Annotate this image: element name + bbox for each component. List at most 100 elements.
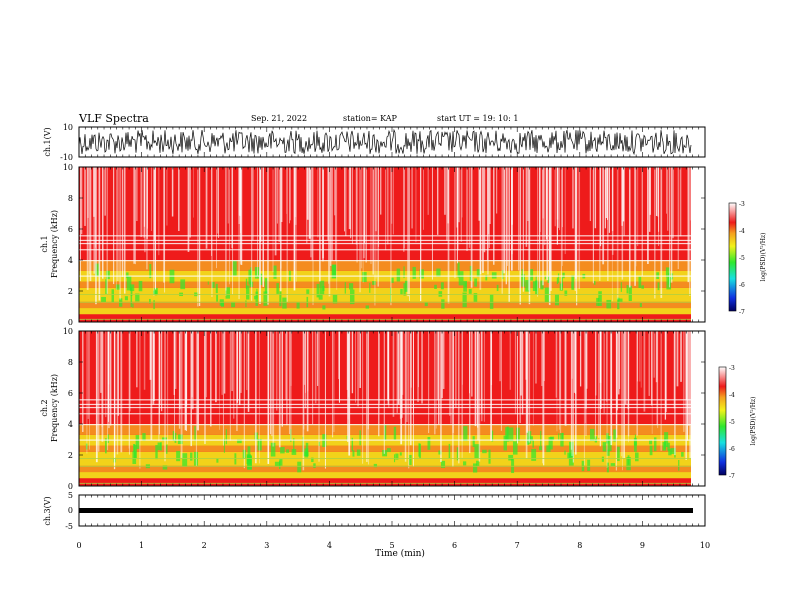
spectrogram-patch	[256, 288, 258, 299]
spectrogram-streak	[611, 167, 613, 302]
spectrogram-patch	[506, 426, 509, 442]
spec-ytick-label: 10	[63, 163, 73, 172]
spectrogram-streak	[164, 167, 166, 293]
spectrogram-patch	[593, 281, 596, 285]
spectrogram-streak	[229, 331, 231, 441]
spectrogram-patch	[373, 463, 378, 468]
spectrogram-streak	[210, 331, 212, 427]
spectrogram-patch	[255, 291, 258, 306]
spectrogram-streak	[347, 331, 349, 442]
colorbar-tick-label: -5	[729, 419, 735, 426]
spectrogram-patch	[438, 291, 443, 297]
spectrogram-streak	[666, 167, 667, 214]
spectrogram-streak	[391, 167, 393, 224]
spectrogram-patch	[346, 435, 348, 441]
spectrogram-streak	[128, 331, 130, 455]
spectrogram-patch	[610, 463, 616, 467]
spectrogram-streak	[520, 331, 522, 396]
spectrogram-streak	[317, 331, 319, 386]
spectrogram-patch	[95, 263, 99, 277]
spectrogram-streak	[95, 331, 98, 463]
spectrogram-streak	[688, 331, 690, 426]
spectrogram-line	[79, 294, 691, 295]
spectrogram-streak	[159, 331, 160, 435]
spectrogram-patch	[162, 465, 168, 470]
spectrogram-streak	[257, 167, 259, 276]
spectrogram-streak	[197, 331, 199, 431]
spectrogram-streak	[348, 331, 351, 456]
spectrogram-streak	[454, 167, 456, 279]
spectrogram-streak	[677, 167, 680, 270]
spectrogram-patch	[259, 273, 263, 286]
spectrogram-patch	[153, 300, 155, 310]
spectrogram-streak	[627, 331, 630, 437]
spectrogram-streak	[447, 167, 450, 304]
spectrogram-streak	[599, 331, 602, 383]
spectrogram-streak	[255, 331, 257, 464]
spectrogram-patch	[166, 444, 168, 454]
xtick-label: 10	[700, 541, 710, 550]
spectrogram-streak	[174, 331, 177, 389]
spectrogram-streak	[622, 331, 623, 471]
spectrogram-patch	[194, 426, 196, 441]
spectrogram-patch	[419, 269, 424, 279]
spectrogram-streak	[225, 167, 227, 291]
spectrogram-streak	[101, 331, 103, 428]
spectrogram-streak	[351, 167, 353, 244]
spectrogram-streak	[423, 167, 424, 230]
spectrogram-patch	[133, 444, 137, 459]
spectrogram-streak	[550, 167, 552, 291]
spectrogram-patch	[568, 453, 574, 466]
spectrogram-streak	[104, 167, 107, 216]
spectrogram-patch	[174, 432, 177, 443]
spectrogram-streak	[302, 331, 305, 471]
spectrogram-patch	[356, 449, 361, 456]
spectrogram-streak	[444, 167, 446, 215]
spectrogram-streak	[219, 331, 220, 430]
spectrogram-streak	[637, 167, 639, 247]
spectrogram-patch	[602, 442, 607, 452]
spectrogram-streak	[365, 167, 367, 263]
spectrogram-patch	[532, 439, 534, 448]
ch1-colorbar-label: log(PSD)(V²/Hz)	[760, 233, 767, 282]
spectrogram-streak	[377, 167, 379, 287]
spectrogram-patch	[528, 436, 533, 441]
spec-ytick-label: 4	[68, 420, 73, 429]
spectrogram-patch	[462, 292, 467, 308]
spectrogram-patch	[351, 437, 354, 451]
spectrogram-band	[79, 411, 691, 424]
spectrogram-patch	[535, 280, 539, 295]
spectrogram-patch	[511, 458, 515, 474]
spectrogram-patch	[105, 279, 108, 294]
spectrogram-streak	[413, 331, 414, 415]
xtick-label: 2	[202, 541, 207, 550]
spectrogram-streak	[456, 167, 458, 228]
spectrogram-streak	[656, 331, 658, 426]
spectrogram-patch	[489, 294, 494, 309]
spectrogram-patch	[532, 281, 537, 292]
spectrogram-streak	[140, 167, 142, 238]
spectrogram-patch	[216, 294, 219, 302]
spectrogram-streak	[89, 167, 92, 282]
spectrogram-streak	[107, 331, 110, 385]
spectrogram-streak	[319, 167, 321, 282]
spectrogram-patch	[562, 432, 564, 440]
spectrogram-streak	[527, 167, 529, 222]
spectrogram-streak	[685, 331, 687, 460]
spectrogram-patch	[352, 450, 355, 457]
spectrogram-patch	[548, 437, 553, 450]
spectrogram-streak	[480, 331, 483, 415]
spectrogram-streak	[411, 167, 413, 229]
spectrogram-streak	[361, 167, 363, 269]
spectrogram-streak	[527, 167, 529, 291]
spectrogram-streak	[119, 167, 121, 300]
spectrogram-streak	[657, 167, 659, 217]
spectrogram-streak	[602, 167, 605, 265]
spectrogram-streak	[556, 167, 559, 245]
spectrogram-patch	[606, 462, 609, 473]
spectrogram-patch	[254, 267, 260, 279]
spectrogram-streak	[440, 331, 442, 463]
spectrogram-streak	[312, 331, 314, 425]
spectrogram-streak	[487, 167, 490, 235]
spectrogram-streak	[584, 331, 586, 424]
